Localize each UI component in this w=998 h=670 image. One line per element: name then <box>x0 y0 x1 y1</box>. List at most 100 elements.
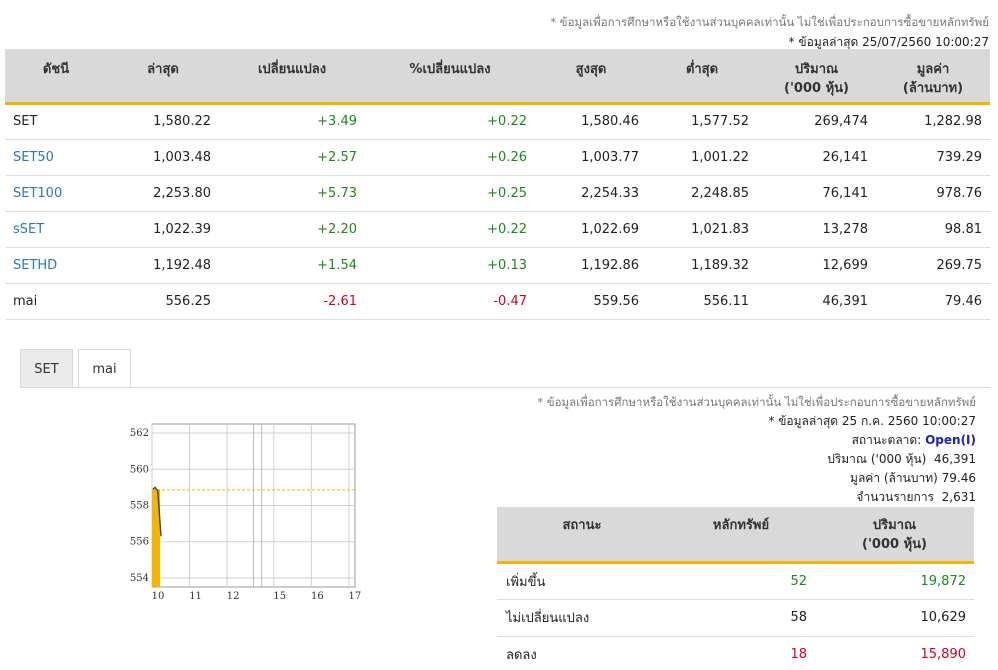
last-updated-bottom: * ข้อมูลล่าสุด 25 ก.ค. 2560 10:00:27 <box>768 414 976 428</box>
chart-x-tick: 11 <box>189 591 202 600</box>
index-name[interactable]: SETHD <box>5 247 107 284</box>
chart-x-tick: 16 <box>311 591 324 600</box>
stat-count: 58 <box>667 599 815 637</box>
stat-volume: 19,872 <box>815 562 974 600</box>
volume-row: ปริมาณ ('000 หุ้น) 46,391 <box>537 450 976 469</box>
value-row: มูลค่า (ล้านบาท) 79.46 <box>537 469 976 488</box>
index-last: 556.25 <box>107 283 219 320</box>
stat-label: เพิ่มขึ้น <box>497 562 667 600</box>
index-pct-change: -0.47 <box>365 283 535 320</box>
index-table-header: ดัชนี ล่าสุด เปลี่ยนแปลง %เปลี่ยนแปลง สู… <box>5 49 990 105</box>
index-row: SET100 2,253.80 +5.73 +0.25 2,254.33 2,248.85… <box>5 175 990 212</box>
index-last: 1,192.48 <box>107 247 219 284</box>
index-last: 2,253.80 <box>107 175 219 212</box>
header-stat-volume: ปริมาณ ('000 หุ้น) <box>815 507 974 564</box>
header-status: สถานะ <box>497 507 667 564</box>
index-name[interactable]: SET100 <box>5 175 107 212</box>
chart-y-tick: 562 <box>130 428 149 439</box>
stat-count: 18 <box>667 636 815 670</box>
index-high: 1,022.69 <box>535 211 647 248</box>
volume-label: ปริมาณ ('000 หุ้น) <box>827 452 927 466</box>
header-last[interactable]: ล่าสุด <box>107 49 219 105</box>
mai-intraday-chart: 554 556 558 560 562 10 11 12 15 16 17 <box>130 423 362 600</box>
index-volume: 13,278 <box>757 211 876 248</box>
index-change: +3.49 <box>219 103 365 140</box>
index-name: mai <box>5 283 107 320</box>
index-row: sSET 1,022.39 +2.20 +0.22 1,022.69 1,021.83 13… <box>5 211 990 248</box>
index-row: SET 1,580.22 +3.49 +0.22 1,580.46 1,577.52 269… <box>5 103 990 140</box>
header-stat-volume-line2: ('000 หุ้น) <box>862 537 927 552</box>
index-high: 2,254.33 <box>535 175 647 212</box>
market-info: * ข้อมูลเพื่อการศึกษาหรือใช้งานส่วนบุคคล… <box>537 393 976 507</box>
index-high: 1,192.86 <box>535 247 647 284</box>
index-change: -2.61 <box>219 283 365 320</box>
stat-volume: 10,629 <box>815 599 974 637</box>
header-low[interactable]: ต่ำสุด <box>647 49 757 105</box>
index-row: SETHD 1,192.48 +1.54 +0.13 1,192.86 1,189.32 1… <box>5 247 990 284</box>
index-volume: 12,699 <box>757 247 876 284</box>
volume-value: 46,391 <box>934 452 976 466</box>
index-last: 1,003.48 <box>107 139 219 176</box>
index-low: 2,248.85 <box>647 175 757 212</box>
index-volume: 26,141 <box>757 139 876 176</box>
market-status-label: สถานะตลาด: <box>851 433 922 447</box>
tab-mai[interactable]: mai <box>78 349 131 388</box>
index-low: 1,189.32 <box>647 247 757 284</box>
index-last: 1,580.22 <box>107 103 219 140</box>
market-status-row: สถานะตลาด: Open(I) <box>537 431 976 450</box>
chart-price-line <box>152 486 162 537</box>
chart-y-tick: 556 <box>130 537 149 548</box>
advance-decline-table: สถานะ หลักทรัพย์ ปริมาณ ('000 หุ้น) เพิ่ม… <box>497 507 974 670</box>
index-volume: 76,141 <box>757 175 876 212</box>
index-pct-change: +0.13 <box>365 247 535 284</box>
index-low: 556.11 <box>647 283 757 320</box>
index-pct-change: +0.25 <box>365 175 535 212</box>
index-name[interactable]: sSET <box>5 211 107 248</box>
stat-label: ไม่เปลี่ยนแปลง <box>497 599 667 637</box>
trades-row: จำนวนรายการ 2,631 <box>537 488 976 507</box>
index-high: 1,003.77 <box>535 139 647 176</box>
chart-x-tick: 15 <box>273 591 286 600</box>
index-volume: 269,474 <box>757 103 876 140</box>
header-volume-line2: ('000 หุ้น) <box>784 81 849 96</box>
index-change: +5.73 <box>219 175 365 212</box>
header-change[interactable]: เปลี่ยนแปลง <box>219 49 365 105</box>
header-volume-line1: ปริมาณ <box>794 62 839 77</box>
index-pct-change: +0.26 <box>365 139 535 176</box>
header-high[interactable]: สูงสุด <box>535 49 647 105</box>
index-value: 739.29 <box>876 139 990 176</box>
header-value-line2: (ล้านบาท) <box>902 81 964 96</box>
index-high: 1,580.46 <box>535 103 647 140</box>
header-volume[interactable]: ปริมาณ ('000 หุ้น) <box>757 49 876 105</box>
index-row: mai 556.25 -2.61 -0.47 559.56 556.11 46,391 79.… <box>5 283 990 320</box>
index-high: 559.56 <box>535 283 647 320</box>
index-volume: 46,391 <box>757 283 876 320</box>
chart-x-tick: 17 <box>349 591 362 600</box>
header-pct-change[interactable]: %เปลี่ยนแปลง <box>365 49 535 105</box>
index-row: SET50 1,003.48 +2.57 +0.26 1,003.77 1,001.22 2… <box>5 139 990 176</box>
index-value: 269.75 <box>876 247 990 284</box>
chart-y-tick: 554 <box>130 573 149 584</box>
chart-volume-bar <box>152 489 160 587</box>
header-value-line1: มูลค่า <box>916 62 950 77</box>
stat-row: เพิ่มขึ้น 52 19,872 <box>497 562 974 600</box>
stat-row: ลดลง 18 15,890 <box>497 636 974 670</box>
header-index[interactable]: ดัชนี <box>5 49 107 105</box>
index-pct-change: +0.22 <box>365 103 535 140</box>
index-name[interactable]: SET50 <box>5 139 107 176</box>
index-table: ดัชนี ล่าสุด เปลี่ยนแปลง %เปลี่ยนแปลง สู… <box>5 49 990 320</box>
index-name: SET <box>5 103 107 140</box>
index-value: 98.81 <box>876 211 990 248</box>
index-low: 1,577.52 <box>647 103 757 140</box>
header-value[interactable]: มูลค่า (ล้านบาท) <box>876 49 990 105</box>
stat-label: ลดลง <box>497 636 667 670</box>
tabs-divider <box>20 387 990 388</box>
trades-value: 2,631 <box>941 490 976 504</box>
stat-row: ไม่เปลี่ยนแปลง 58 10,629 <box>497 599 974 637</box>
value-label: มูลค่า (ล้านบาท) <box>850 471 938 485</box>
stat-volume: 15,890 <box>815 636 974 670</box>
chart-x-tick: 10 <box>152 591 165 600</box>
tab-set[interactable]: SET <box>20 349 73 388</box>
header-stat-volume-line1: ปริมาณ <box>872 518 917 533</box>
index-low: 1,001.22 <box>647 139 757 176</box>
